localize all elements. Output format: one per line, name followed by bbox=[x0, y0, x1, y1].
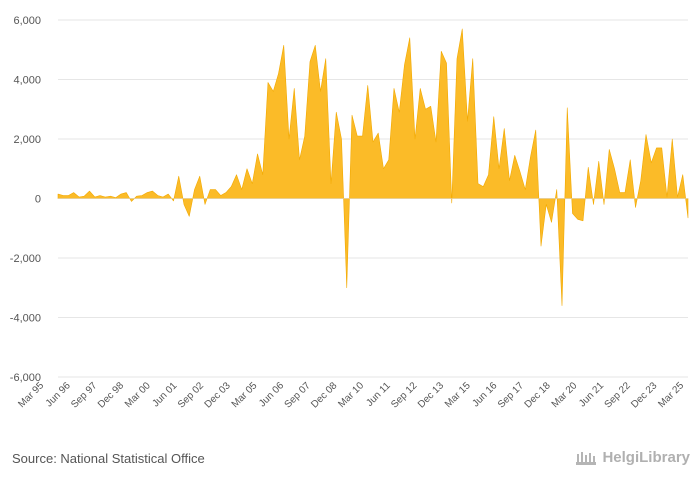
source-note: Source: National Statistical Office bbox=[12, 451, 205, 466]
x-tick-label: Sep 17 bbox=[496, 380, 526, 410]
x-tick-label: Dec 98 bbox=[96, 380, 126, 410]
x-tick-label: Jun 01 bbox=[150, 380, 179, 409]
x-tick-label: Dec 03 bbox=[203, 380, 233, 410]
x-tick-label: Mar 05 bbox=[230, 380, 260, 410]
y-tick-label: 4,000 bbox=[13, 75, 41, 87]
x-tick-label: Jun 21 bbox=[577, 380, 606, 409]
y-tick-label: -2,000 bbox=[10, 253, 41, 265]
x-tick-label: Mar 25 bbox=[656, 380, 686, 410]
brand-logo: HelgiLibrary bbox=[575, 449, 690, 466]
x-tick-label: Dec 08 bbox=[309, 380, 339, 410]
x-tick-label: Mar 10 bbox=[336, 380, 366, 410]
x-tick-label: Dec 18 bbox=[523, 380, 553, 410]
y-tick-label: 0 bbox=[35, 194, 41, 206]
x-tick-label: Mar 15 bbox=[443, 380, 473, 410]
x-tick-label: Sep 12 bbox=[389, 380, 419, 410]
x-tick-label: Mar 20 bbox=[550, 380, 580, 410]
area-series bbox=[57, 28, 689, 306]
y-tick-label: 2,000 bbox=[13, 134, 41, 146]
x-tick-label: Mar 00 bbox=[123, 380, 153, 410]
x-tick-label: Sep 02 bbox=[176, 380, 206, 410]
x-tick-label: Jun 06 bbox=[257, 380, 286, 409]
y-axis: -6,000 -4,000 -2,000 0 2,000 4,000 6,000 bbox=[10, 15, 41, 384]
x-tick-label: Sep 07 bbox=[283, 380, 313, 410]
x-tick-label: Sep 22 bbox=[603, 380, 633, 410]
x-tick-label: Jun 96 bbox=[44, 380, 73, 409]
x-tick-label: Sep 97 bbox=[69, 380, 99, 410]
y-tick-label: 6,000 bbox=[13, 15, 41, 27]
library-icon bbox=[576, 451, 597, 465]
y-tick-label: -6,000 bbox=[10, 372, 41, 384]
x-tick-label: Mar 95 bbox=[16, 380, 46, 410]
x-tick-label: Dec 23 bbox=[629, 380, 659, 410]
brand-name: HelgiLibrary bbox=[602, 449, 690, 466]
x-tick-label: Jun 16 bbox=[470, 380, 499, 409]
y-tick-label: -4,000 bbox=[10, 313, 41, 325]
x-tick-label: Dec 13 bbox=[416, 380, 446, 410]
x-tick-label: Jun 11 bbox=[364, 380, 393, 409]
